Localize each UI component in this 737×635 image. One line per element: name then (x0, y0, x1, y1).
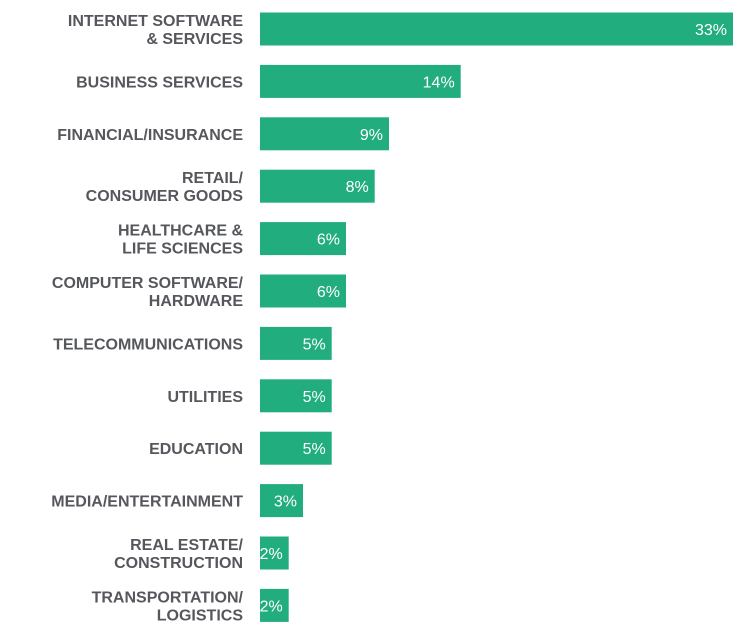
value-label-6: 5% (303, 336, 326, 353)
value-label-0: 33% (695, 22, 727, 39)
category-label-6: TELECOMMUNICATIONS (53, 336, 243, 353)
bar-10 (260, 536, 289, 570)
bar-11 (260, 588, 289, 622)
value-label-10: 2% (260, 546, 283, 563)
category-label-11: TRANSPORTATION/LOGISTICS (92, 589, 244, 624)
category-label-8: EDUCATION (149, 441, 243, 458)
value-label-11: 2% (260, 598, 283, 615)
value-label-4: 6% (317, 232, 340, 249)
value-label-7: 5% (303, 389, 326, 406)
bar-4 (260, 222, 346, 256)
category-label-10: REAL ESTATE/CONSTRUCTION (114, 537, 243, 572)
value-label-8: 5% (303, 441, 326, 458)
value-label-1: 14% (423, 74, 455, 91)
value-label-2: 9% (360, 127, 383, 144)
category-label-3: RETAIL/CONSUMER GOODS (86, 170, 244, 205)
bar-6 (260, 326, 332, 360)
bar-9 (260, 484, 303, 518)
bars (260, 12, 733, 622)
category-label-2: FINANCIAL/INSURANCE (57, 127, 243, 144)
value-label-5: 6% (317, 284, 340, 301)
bar-8 (260, 431, 332, 465)
category-label-0: INTERNET SOFTWARE & SERVICES (68, 13, 243, 48)
value-labels: 33% 14% 9% 8% 6% 6% 5% 5% 5% 3% 2% 2% (260, 22, 727, 615)
category-label-9: MEDIA/ENTERTAINMENT (51, 494, 243, 511)
category-label-7: UTILITIES (167, 389, 243, 406)
bar-1 (260, 64, 461, 98)
bar-5 (260, 274, 346, 308)
category-labels: INTERNET SOFTWARE & SERVICES BUSINESS SERV… (51, 13, 243, 624)
category-label-4: HEALTHCARE & LIFE SCIENCES (118, 223, 243, 258)
category-label-1: BUSINESS SERVICES (76, 74, 243, 91)
bar-7 (260, 379, 332, 413)
value-label-3: 8% (346, 179, 369, 196)
bar-2 (260, 117, 389, 151)
value-label-9: 3% (274, 494, 297, 511)
bar-0 (260, 12, 733, 46)
category-label-5: COMPUTER SOFTWARE/HARDWARE (52, 275, 244, 310)
bar-3 (260, 169, 375, 203)
